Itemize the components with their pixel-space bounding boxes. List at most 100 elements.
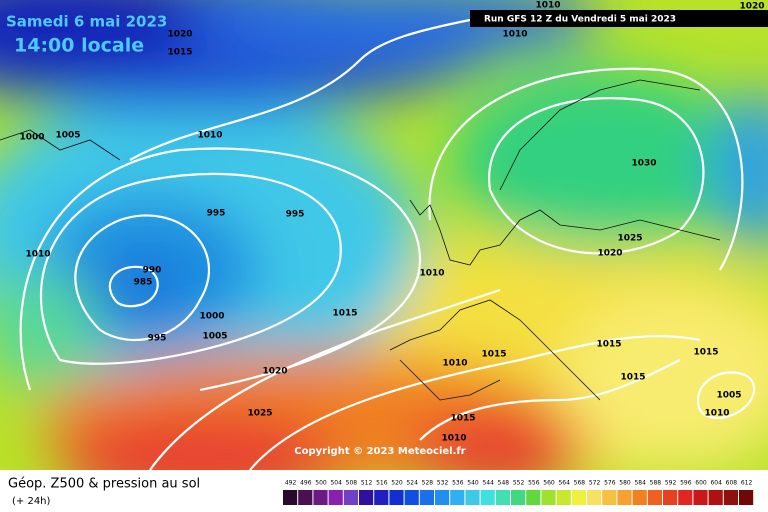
isobar-label: 1025 — [247, 409, 272, 419]
scale-swatch — [374, 490, 389, 505]
scale-label: 564 — [558, 480, 570, 487]
isobar-label: 1010 — [704, 409, 729, 419]
isobar-label: 1010 — [419, 269, 444, 279]
scale-label: 612 — [741, 480, 753, 487]
scale-swatch — [450, 490, 465, 505]
legend-subtitle: (+ 24h) — [12, 496, 51, 507]
scale-label: 500 — [315, 480, 327, 487]
scale-label: 596 — [680, 480, 692, 487]
scale-label: 520 — [391, 480, 403, 487]
isobars — [19, 18, 756, 471]
scale-swatch — [343, 490, 358, 505]
scale-label: 508 — [346, 480, 358, 487]
scale-label: 568 — [574, 480, 586, 487]
scale-swatch — [693, 490, 708, 505]
isobar-label: 1010 — [442, 359, 467, 369]
isobar-label: 1025 — [617, 234, 642, 244]
scale-swatch — [617, 490, 632, 505]
scale-label: 528 — [422, 480, 434, 487]
scale-swatch — [708, 490, 723, 505]
coastlines — [0, 79, 721, 401]
scale-label: 548 — [498, 480, 510, 487]
scale-label: 532 — [437, 480, 449, 487]
scale-swatch — [587, 490, 602, 505]
scale-swatch — [495, 490, 510, 505]
isobar-label: 1015 — [481, 350, 506, 360]
isobar-label: 1005 — [202, 332, 227, 342]
scale-swatch — [480, 490, 495, 505]
scale-label: 524 — [406, 480, 418, 487]
scale-swatch — [526, 490, 541, 505]
scale-label: 504 — [330, 480, 342, 487]
scale-swatch — [602, 490, 617, 505]
isobar-label: 1015 — [620, 373, 645, 383]
isobar-label: 990 — [143, 266, 162, 276]
isobar-labels: 1010 1020 1015 1010 1020 1000 1005 1010 995 995 10… — [19, 1, 764, 444]
scale-swatch — [632, 490, 647, 505]
scale-swatch — [678, 490, 693, 505]
isobar-label: 995 — [148, 334, 167, 344]
isobar-label: 1015 — [167, 48, 192, 58]
isobar-label: 1005 — [55, 131, 80, 141]
isobar-label: 1005 — [716, 391, 741, 401]
run-box — [470, 10, 768, 27]
isobar-label: 1030 — [631, 159, 656, 169]
isobar-label: 1020 — [167, 30, 192, 40]
isobar-label: 1020 — [597, 249, 622, 259]
scale-label: 544 — [482, 480, 494, 487]
scale-label: 604 — [710, 480, 722, 487]
scale-label: 516 — [376, 480, 388, 487]
scale-swatch — [739, 490, 754, 505]
scale-label: 576 — [604, 480, 616, 487]
scale-swatch — [663, 490, 678, 505]
scale-label: 600 — [695, 480, 707, 487]
isobar-label: 1015 — [693, 348, 718, 358]
scale-swatch — [283, 490, 298, 505]
scale-label: 592 — [665, 480, 677, 487]
isobar-label: 995 — [207, 209, 226, 219]
scale-swatch — [435, 490, 450, 505]
isobar-label: 1020 — [262, 367, 287, 377]
scale-label: 512 — [361, 480, 373, 487]
scale-swatch — [404, 490, 419, 505]
legend-title: Géop. Z500 & pression au sol — [8, 477, 200, 492]
isobar-label: 1010 — [441, 434, 466, 444]
scale-swatch — [298, 490, 313, 505]
scale-swatch — [328, 490, 343, 505]
scale-label: 588 — [650, 480, 662, 487]
scale-swatch — [647, 490, 662, 505]
copyright: Copyright © 2023 Meteociel.fr — [294, 446, 465, 457]
scale-label: 584 — [634, 480, 646, 487]
scale-label: 492 — [285, 480, 297, 487]
isobar-label: 1010 — [25, 250, 50, 260]
scale-label: 580 — [619, 480, 631, 487]
forecast-date: Samedi 6 mai 2023 — [6, 13, 167, 31]
scale-swatch — [359, 490, 374, 505]
isobar-label: 995 — [286, 210, 305, 220]
isobar-label: 1010 — [535, 1, 560, 11]
isobar-label: 1010 — [502, 30, 527, 40]
scale-swatch — [313, 490, 328, 505]
isobar-label: 985 — [134, 278, 153, 288]
scale-label: 552 — [513, 480, 525, 487]
scale-label: 496 — [300, 480, 312, 487]
scale-swatch — [541, 490, 556, 505]
isobar-label: 1015 — [450, 414, 475, 424]
scale-swatch — [556, 490, 571, 505]
isobar-label: 1015 — [596, 340, 621, 350]
scale-swatch — [419, 490, 434, 505]
scale-label: 536 — [452, 480, 464, 487]
isobar-label: 1010 — [197, 131, 222, 141]
scale-swatch — [571, 490, 586, 505]
scale-swatch — [465, 490, 480, 505]
scale-label: 560 — [543, 480, 555, 487]
scale-label: 572 — [589, 480, 601, 487]
scale-label: 608 — [726, 480, 738, 487]
isobar-label: 1020 — [739, 2, 764, 12]
isobar-label: 1000 — [19, 133, 44, 143]
scale-swatch — [389, 490, 404, 505]
color-scale: 492 496 500 504 508 512 516 520 524 528 532 536 540 5… — [283, 480, 754, 505]
run-info: Run GFS 12 Z du Vendredi 5 mai 2023 — [484, 15, 676, 25]
